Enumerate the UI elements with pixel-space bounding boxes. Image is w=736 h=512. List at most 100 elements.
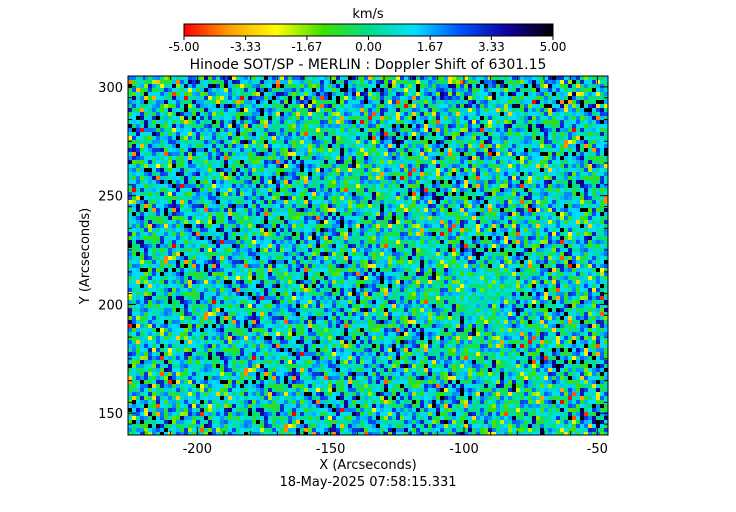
heatmap-cell	[196, 180, 200, 184]
heatmap-cell	[356, 172, 360, 176]
heatmap-cell	[144, 80, 148, 84]
heatmap-cell	[256, 200, 260, 204]
heatmap-cell	[496, 180, 500, 184]
heatmap-cell	[528, 236, 532, 240]
heatmap-cell	[604, 192, 608, 196]
heatmap-cell	[152, 152, 156, 156]
heatmap-cell	[312, 172, 316, 176]
heatmap-cell	[400, 208, 404, 212]
heatmap-cell	[376, 236, 380, 240]
heatmap-cell	[204, 120, 208, 124]
heatmap-cell	[220, 212, 224, 216]
heatmap-cell	[500, 160, 504, 164]
heatmap-cell	[512, 184, 516, 188]
heatmap-cell	[548, 148, 552, 152]
heatmap-cell	[184, 148, 188, 152]
heatmap-cell	[276, 220, 280, 224]
heatmap-cell	[252, 176, 256, 180]
heatmap-cell	[448, 84, 452, 88]
heatmap-cell	[544, 96, 548, 100]
heatmap-cell	[592, 184, 596, 188]
heatmap-cell	[128, 236, 132, 240]
heatmap-cell	[168, 144, 172, 148]
heatmap-cell	[184, 216, 188, 220]
heatmap-cell	[544, 164, 548, 168]
heatmap-cell	[248, 204, 252, 208]
heatmap-cell	[348, 80, 352, 84]
heatmap-cell	[576, 164, 580, 168]
heatmap-cell	[220, 228, 224, 232]
heatmap-cell	[552, 216, 556, 220]
heatmap-cell	[240, 176, 244, 180]
heatmap-cell	[424, 96, 428, 100]
heatmap-cell	[284, 80, 288, 84]
heatmap-cell	[232, 220, 236, 224]
heatmap-cell	[464, 152, 468, 156]
heatmap-cell	[172, 88, 176, 92]
heatmap-cell	[428, 196, 432, 200]
heatmap-cell	[456, 208, 460, 212]
heatmap-cell	[604, 172, 608, 176]
heatmap-cell	[432, 204, 436, 208]
heatmap-cell	[232, 124, 236, 128]
heatmap-cell	[440, 160, 444, 164]
heatmap-cell	[376, 148, 380, 152]
heatmap-cell	[296, 208, 300, 212]
heatmap-cell	[308, 148, 312, 152]
heatmap-cell	[568, 148, 572, 152]
heatmap-cell	[576, 132, 580, 136]
heatmap-cell	[388, 136, 392, 140]
heatmap-cell	[352, 92, 356, 96]
heatmap-cell	[208, 76, 212, 80]
heatmap-cell	[364, 212, 368, 216]
heatmap-cell	[196, 172, 200, 176]
heatmap-cell	[532, 124, 536, 128]
heatmap-cell	[552, 232, 556, 236]
heatmap-cell	[420, 156, 424, 160]
heatmap-cell	[420, 224, 424, 228]
heatmap-cell	[192, 112, 196, 116]
heatmap-cell	[460, 212, 464, 216]
heatmap-cell	[548, 236, 552, 240]
heatmap-cell	[244, 180, 248, 184]
heatmap-cell	[544, 132, 548, 136]
heatmap-cell	[588, 232, 592, 236]
heatmap-cell	[424, 140, 428, 144]
heatmap-cell	[240, 220, 244, 224]
heatmap-cell	[144, 236, 148, 240]
heatmap-cell	[268, 236, 272, 240]
heatmap-cell	[328, 240, 332, 244]
heatmap-cell	[248, 176, 252, 180]
heatmap-cell	[384, 204, 388, 208]
heatmap-cell	[392, 120, 396, 124]
heatmap-cell	[364, 180, 368, 184]
heatmap-cell	[412, 152, 416, 156]
heatmap-cell	[360, 196, 364, 200]
heatmap-cell	[388, 148, 392, 152]
heatmap-cell	[468, 164, 472, 168]
heatmap-cell	[276, 100, 280, 104]
heatmap-cell	[480, 192, 484, 196]
heatmap-cell	[552, 172, 556, 176]
heatmap-cell	[384, 144, 388, 148]
heatmap-cell	[524, 164, 528, 168]
heatmap-cell	[304, 212, 308, 216]
heatmap-cell	[360, 184, 364, 188]
heatmap-cell	[284, 188, 288, 192]
heatmap-cell	[472, 196, 476, 200]
heatmap-cell	[228, 224, 232, 228]
heatmap-cell	[480, 236, 484, 240]
heatmap-cell	[480, 84, 484, 88]
heatmap-cell	[188, 92, 192, 96]
heatmap-cell	[444, 184, 448, 188]
heatmap-cell	[328, 84, 332, 88]
heatmap-cell	[400, 88, 404, 92]
heatmap-cell	[372, 216, 376, 220]
heatmap-cell	[248, 220, 252, 224]
heatmap-cell	[556, 172, 560, 176]
heatmap-cell	[144, 128, 148, 132]
heatmap-cell	[372, 200, 376, 204]
heatmap-cell	[312, 92, 316, 96]
heatmap-cell	[596, 168, 600, 172]
heatmap-cell	[416, 200, 420, 204]
